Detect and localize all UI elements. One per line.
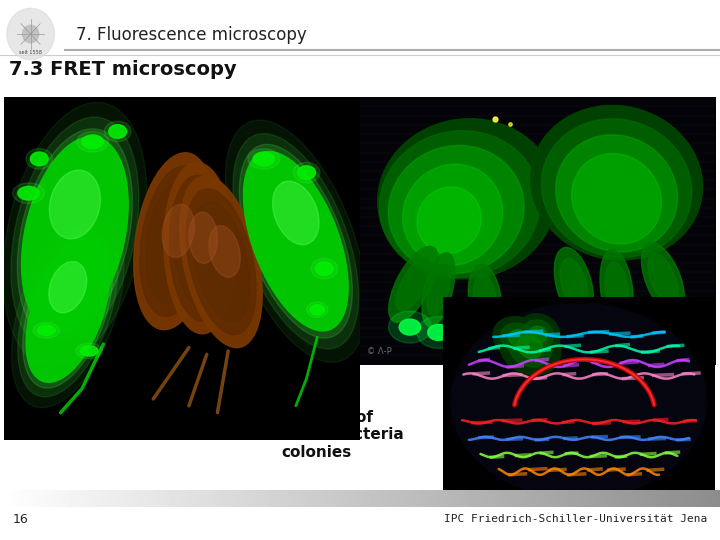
Ellipse shape xyxy=(389,311,431,343)
Ellipse shape xyxy=(26,237,109,382)
Ellipse shape xyxy=(192,202,250,322)
Ellipse shape xyxy=(104,121,131,142)
Ellipse shape xyxy=(50,170,100,239)
Ellipse shape xyxy=(508,327,552,367)
Circle shape xyxy=(22,25,39,43)
Ellipse shape xyxy=(315,262,333,275)
Ellipse shape xyxy=(388,145,524,274)
Ellipse shape xyxy=(30,152,48,166)
Ellipse shape xyxy=(529,326,546,343)
Ellipse shape xyxy=(600,249,634,329)
Ellipse shape xyxy=(248,148,280,169)
Ellipse shape xyxy=(76,343,102,359)
Ellipse shape xyxy=(523,320,554,349)
Circle shape xyxy=(7,8,55,60)
Ellipse shape xyxy=(140,166,210,316)
Ellipse shape xyxy=(297,166,315,179)
Ellipse shape xyxy=(17,129,132,340)
Ellipse shape xyxy=(541,119,692,258)
Ellipse shape xyxy=(428,325,449,340)
Ellipse shape xyxy=(554,247,593,321)
Ellipse shape xyxy=(12,212,124,408)
Text: 7.3 FRET microscopy: 7.3 FRET microscopy xyxy=(9,59,236,79)
Ellipse shape xyxy=(652,314,674,330)
Ellipse shape xyxy=(563,322,585,338)
Text: 7. Fluorescence microscopy: 7. Fluorescence microscopy xyxy=(76,26,306,44)
Ellipse shape xyxy=(26,148,53,169)
Ellipse shape xyxy=(3,103,147,366)
Ellipse shape xyxy=(12,183,45,204)
Ellipse shape xyxy=(379,131,540,278)
Ellipse shape xyxy=(477,327,499,343)
Ellipse shape xyxy=(531,105,703,260)
Ellipse shape xyxy=(389,246,438,322)
Ellipse shape xyxy=(468,265,501,331)
Ellipse shape xyxy=(80,346,98,356)
Ellipse shape xyxy=(293,163,320,183)
Ellipse shape xyxy=(572,153,662,244)
Ellipse shape xyxy=(134,153,215,329)
Ellipse shape xyxy=(378,119,556,279)
Circle shape xyxy=(451,303,707,498)
Ellipse shape xyxy=(253,152,274,166)
Text: seit 1558: seit 1558 xyxy=(19,50,42,55)
Ellipse shape xyxy=(552,314,595,346)
Ellipse shape xyxy=(396,258,431,311)
Ellipse shape xyxy=(310,305,324,315)
Ellipse shape xyxy=(493,316,545,361)
Ellipse shape xyxy=(174,188,225,308)
Text: Agar plate of
fluorescent bacteria
colonies: Agar plate of fluorescent bacteria colon… xyxy=(230,410,404,460)
Ellipse shape xyxy=(76,132,109,152)
Ellipse shape xyxy=(467,319,510,351)
Ellipse shape xyxy=(402,164,503,266)
Ellipse shape xyxy=(307,302,328,318)
Text: IPC Friedrich-Schiller-Universität Jena: IPC Friedrich-Schiller-Universität Jena xyxy=(444,515,707,524)
Ellipse shape xyxy=(164,163,235,334)
Ellipse shape xyxy=(189,212,217,264)
Ellipse shape xyxy=(508,330,529,347)
Text: © Λ-P: © Λ-P xyxy=(367,347,392,356)
Ellipse shape xyxy=(209,226,240,278)
Ellipse shape xyxy=(22,137,128,332)
Ellipse shape xyxy=(516,314,560,355)
Ellipse shape xyxy=(648,254,678,305)
Ellipse shape xyxy=(18,223,118,397)
Ellipse shape xyxy=(233,133,359,349)
Ellipse shape xyxy=(499,319,561,375)
Ellipse shape xyxy=(556,135,678,252)
Ellipse shape xyxy=(186,189,256,335)
Ellipse shape xyxy=(501,323,537,354)
Ellipse shape xyxy=(399,319,420,335)
Ellipse shape xyxy=(422,253,455,327)
Ellipse shape xyxy=(243,152,348,331)
Ellipse shape xyxy=(311,258,338,279)
Ellipse shape xyxy=(180,176,262,348)
Ellipse shape xyxy=(609,325,631,340)
Ellipse shape xyxy=(225,120,366,362)
Ellipse shape xyxy=(49,261,86,313)
Ellipse shape xyxy=(642,306,684,338)
Ellipse shape xyxy=(473,274,496,321)
Ellipse shape xyxy=(37,325,55,335)
Text: 16: 16 xyxy=(13,513,29,526)
Ellipse shape xyxy=(605,262,629,318)
Ellipse shape xyxy=(518,335,542,358)
Ellipse shape xyxy=(169,176,230,321)
Ellipse shape xyxy=(599,316,642,348)
Ellipse shape xyxy=(239,144,352,338)
Ellipse shape xyxy=(146,179,203,303)
Ellipse shape xyxy=(11,117,139,352)
Ellipse shape xyxy=(427,264,450,315)
Ellipse shape xyxy=(18,186,40,200)
Ellipse shape xyxy=(560,259,588,310)
Ellipse shape xyxy=(642,242,685,315)
Ellipse shape xyxy=(162,204,194,258)
Ellipse shape xyxy=(23,232,113,388)
Ellipse shape xyxy=(273,181,319,245)
Ellipse shape xyxy=(82,135,104,148)
Ellipse shape xyxy=(417,187,481,253)
Ellipse shape xyxy=(109,125,127,138)
Ellipse shape xyxy=(417,316,460,348)
Ellipse shape xyxy=(33,323,60,338)
